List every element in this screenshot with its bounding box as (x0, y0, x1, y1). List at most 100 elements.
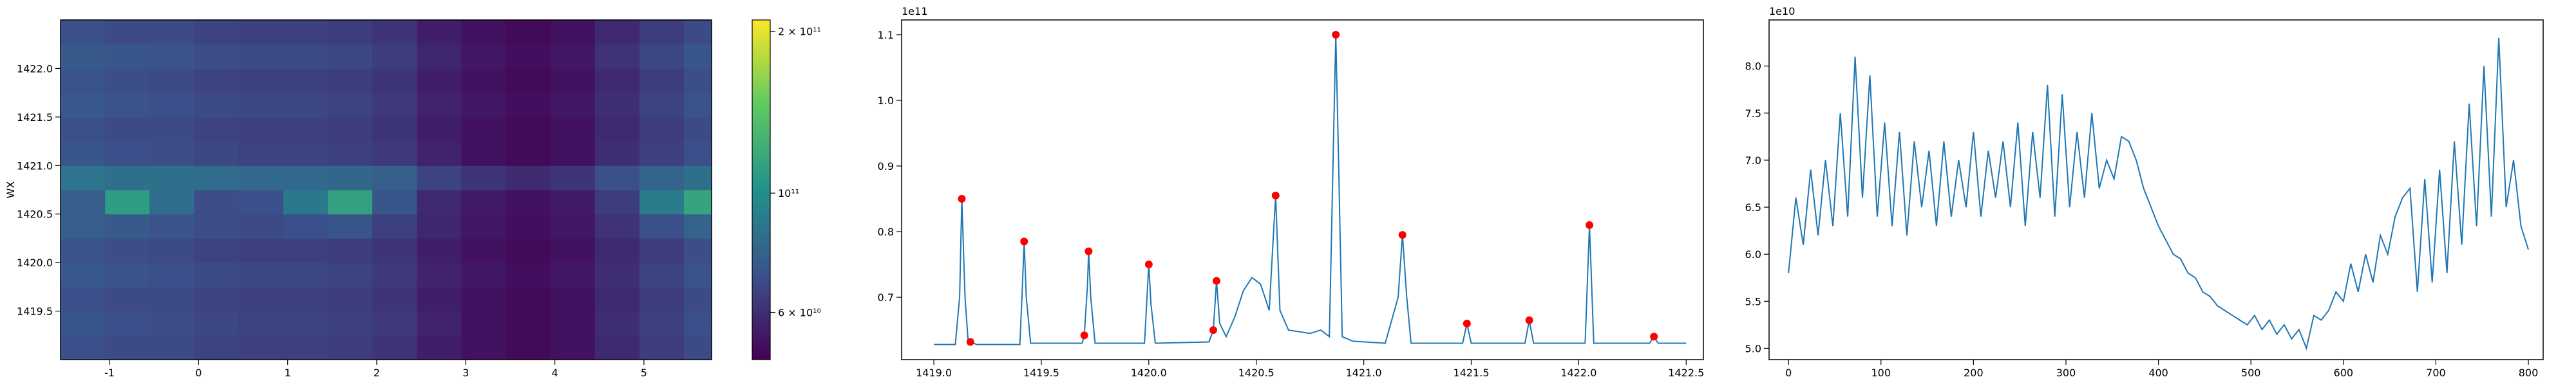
heatmap-cell (283, 190, 328, 215)
heatmap-cell (149, 214, 194, 239)
heatmap-cell (238, 44, 284, 69)
heatmap-cell (417, 335, 462, 360)
heatmap-cell (149, 93, 194, 118)
x-tick-label: 1419.5 (1023, 367, 1059, 379)
heatmap-cell (194, 311, 240, 336)
heatmap-cell (61, 190, 106, 215)
heatmap-cell (238, 165, 284, 190)
y-offset-label: 1e11 (902, 5, 927, 17)
heatmap-cell (594, 190, 640, 215)
heatmap-cell (639, 116, 685, 142)
heatmap-cell (417, 93, 462, 118)
heatmap-cell (61, 141, 106, 166)
heatmap-cell (506, 190, 551, 215)
heatmap-cell (327, 68, 373, 93)
heatmap-cell (327, 116, 373, 142)
heatmap-cell (238, 20, 284, 45)
heatmap-cell (105, 116, 150, 142)
heatmap-cell (238, 262, 284, 288)
heatmap-cell (506, 335, 551, 360)
heatmap-cell (372, 165, 417, 190)
heatmap-cell (417, 68, 462, 93)
heatmap-cell (149, 238, 194, 263)
heatmap-cell (461, 238, 507, 263)
x-tick-label: 4 (551, 367, 558, 379)
y-tick-label: 0.8 (878, 226, 894, 238)
heatmap-cell (61, 116, 106, 142)
x-tick-label: 5 (641, 367, 647, 379)
heatmap-cell (550, 238, 596, 263)
heatmap-cell (461, 93, 507, 118)
colorbar (752, 19, 771, 360)
peak-marker (1084, 247, 1093, 255)
heatmap-cell (550, 262, 596, 288)
x-tick-label: 400 (2148, 367, 2168, 379)
heatmap-cell (105, 20, 150, 45)
heatmap-cell (194, 190, 240, 215)
x-tick-label: 700 (2426, 367, 2446, 379)
heatmap-cell (684, 190, 712, 215)
heatmap-cell (684, 311, 712, 336)
heatmap-cell (417, 286, 462, 312)
heatmap-cell (283, 116, 328, 142)
heatmap-cell (639, 165, 685, 190)
heatmap-cell (372, 190, 417, 215)
heatmap-cell (594, 165, 640, 190)
heatmap-cell (105, 286, 150, 312)
x-tick-label: 1421.0 (1346, 367, 1382, 379)
heatmap-cell (61, 238, 106, 263)
heatmap-cell (639, 262, 685, 288)
x-tick-label: 1422.5 (1668, 367, 1704, 379)
heatmap-cell (639, 286, 685, 312)
heatmap-cell (149, 190, 194, 215)
x-tick-label: 1419.0 (916, 367, 952, 379)
heatmap-cell (461, 286, 507, 312)
heatmap-cell (238, 68, 284, 93)
x-tick-label: 100 (1871, 367, 1891, 379)
heatmap-cell (327, 286, 373, 312)
peak-marker (1144, 261, 1153, 269)
x-tick-label: 200 (1964, 367, 1984, 379)
y-axis-label: WX (5, 181, 17, 199)
heatmap-cell (327, 20, 373, 45)
heatmap-cell (461, 141, 507, 166)
heatmap-cell (550, 68, 596, 93)
peak-marker (1463, 319, 1471, 327)
heatmap-cell (283, 20, 328, 45)
heatmap-cell (684, 93, 712, 118)
y-tick-label: 7.0 (1745, 154, 1761, 167)
heatmap-cell (194, 93, 240, 118)
heatmap-cell (105, 165, 150, 190)
heatmap-cell (684, 141, 712, 166)
heatmap-cell (506, 116, 551, 142)
heatmap-cell (372, 44, 417, 69)
heatmap-cell (61, 93, 106, 118)
heatmap-cell (283, 335, 328, 360)
y-offset-label: 1e10 (1769, 5, 1795, 17)
heatmap-cell (417, 44, 462, 69)
y-tick-label: 0.9 (878, 160, 894, 172)
heatmap-cell (417, 116, 462, 142)
heatmap-cell (149, 286, 194, 312)
heatmap-cell (194, 165, 240, 190)
heatmap-cell (105, 214, 150, 239)
heatmap-cell (372, 141, 417, 166)
heatmap-cell (61, 262, 106, 288)
heatmap-cell (194, 262, 240, 288)
peak-marker (1271, 191, 1280, 199)
heatmap-cell (372, 93, 417, 118)
heatmap-cell (194, 141, 240, 166)
heatmap-cell (372, 68, 417, 93)
heatmap-cell (283, 141, 328, 166)
heatmap-cell (61, 286, 106, 312)
heatmap-cell (149, 262, 194, 288)
heatmap-cell (194, 44, 240, 69)
x-tick-label: 1422.0 (1560, 367, 1596, 379)
x-tick-label: 1 (285, 367, 291, 379)
heatmap-cell (372, 262, 417, 288)
heatmap-cell (461, 116, 507, 142)
heatmap-cell (372, 311, 417, 336)
heatmap-cell (417, 20, 462, 45)
heatmap-cell (238, 335, 284, 360)
heatmap-cell (550, 190, 596, 215)
